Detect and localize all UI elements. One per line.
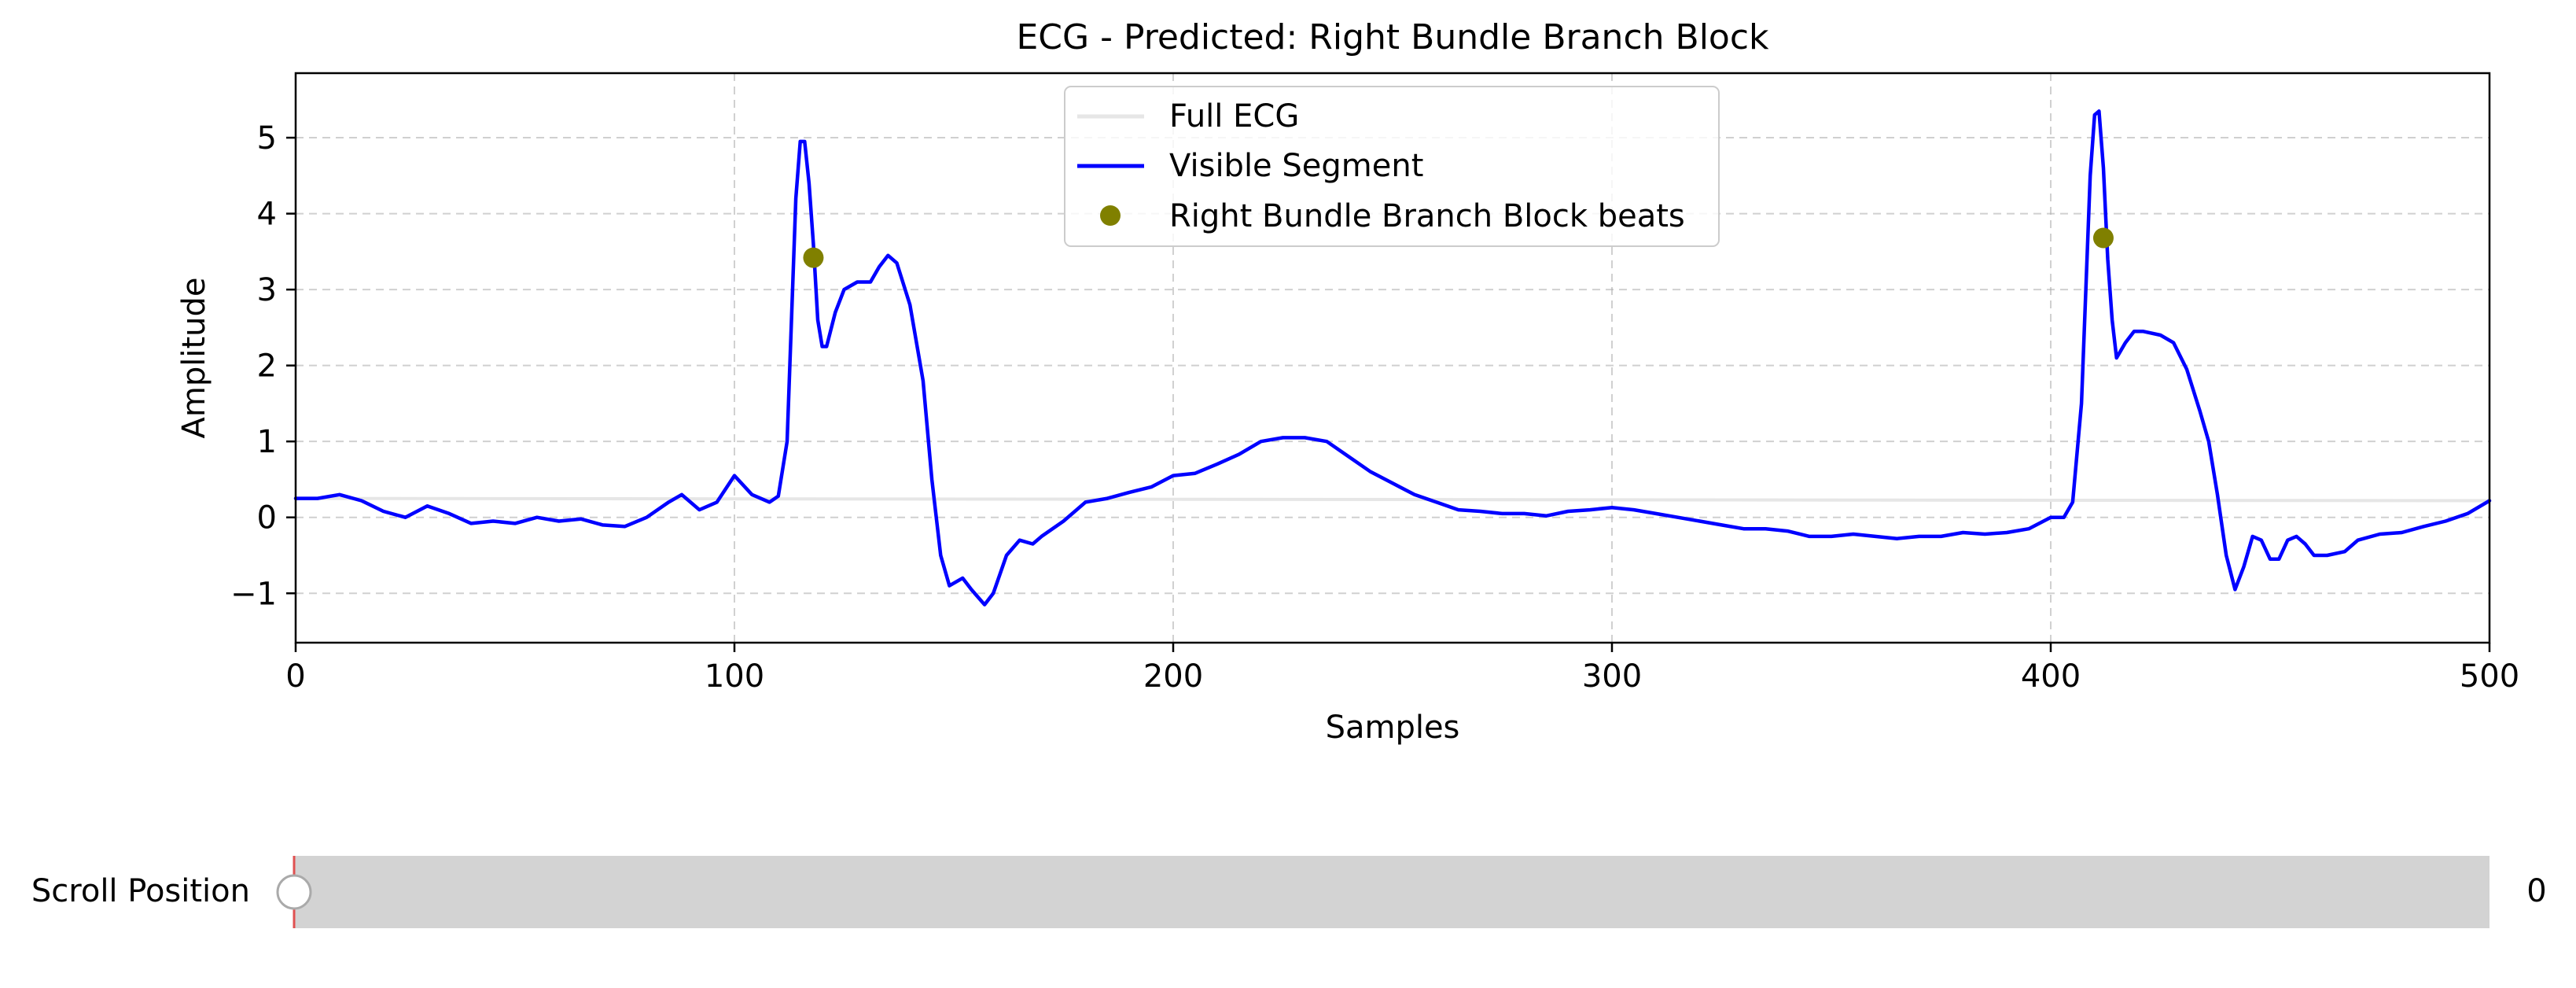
full-ecg-line — [294, 496, 2491, 503]
x-tick-label: 200 — [1143, 658, 1203, 695]
legend: Full ECG Visible Segment Right Bundle Br… — [1064, 86, 1720, 247]
beat-markers — [803, 227, 2114, 268]
x-axis-label: Samples — [1326, 710, 1460, 746]
y-tick-label: −1 — [230, 576, 277, 612]
legend-label-full-ecg: Full ECG — [1169, 98, 1299, 135]
legend-box — [1064, 86, 1720, 247]
y-axis-ticks: −1 0 1 2 3 4 5 — [230, 120, 296, 612]
legend-label-visible-segment: Visible Segment — [1169, 148, 1423, 184]
x-tick-label: 400 — [2021, 658, 2081, 695]
y-tick-label: 2 — [257, 348, 277, 385]
x-axis-ticks: 0 100 200 300 400 500 — [285, 643, 2519, 695]
rbbb-beat-marker — [803, 247, 824, 268]
y-tick-label: 1 — [257, 424, 277, 460]
x-tick-label: 300 — [1582, 658, 1642, 695]
legend-label-rbbb-beats: Right Bundle Branch Block beats — [1169, 198, 1685, 234]
slider-label: Scroll Position — [31, 873, 250, 909]
slider-value: 0 — [2526, 873, 2546, 909]
y-tick-label: 4 — [257, 197, 277, 233]
chart-title: ECG - Predicted: Right Bundle Branch Blo… — [1016, 17, 1769, 57]
slider-handle[interactable] — [276, 874, 312, 910]
x-tick-label: 0 — [285, 658, 305, 695]
scroll-slider[interactable]: Scroll Position 0 — [31, 856, 2547, 928]
visible-segment-line — [293, 109, 2492, 606]
y-axis-label: Amplitude — [176, 278, 212, 439]
series-lines — [293, 109, 2492, 606]
legend-swatch-rbbb-beats — [1100, 205, 1121, 226]
y-tick-label: 0 — [257, 500, 277, 536]
x-tick-label: 100 — [705, 658, 764, 695]
y-tick-label: 5 — [257, 120, 277, 157]
x-tick-label: 500 — [2460, 658, 2519, 695]
rbbb-beat-marker — [2092, 227, 2114, 249]
slider-track[interactable] — [294, 856, 2490, 928]
plot-frame — [294, 72, 2491, 644]
y-tick-label: 3 — [257, 272, 277, 308]
